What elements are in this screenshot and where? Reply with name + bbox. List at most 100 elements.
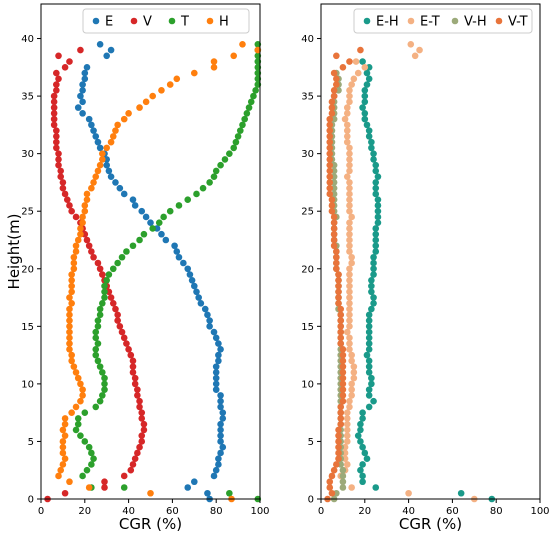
data-point — [72, 213, 80, 221]
data-point — [72, 403, 80, 411]
data-point — [339, 369, 347, 376]
data-point — [219, 415, 227, 422]
data-point — [131, 455, 139, 463]
data-point — [330, 69, 338, 77]
data-point — [215, 357, 222, 365]
data-point — [326, 121, 334, 129]
data-point — [363, 69, 371, 77]
data-point — [103, 52, 110, 60]
data-point — [343, 415, 351, 422]
data-point — [365, 133, 373, 140]
data-point — [77, 230, 84, 238]
data-point — [50, 121, 58, 129]
data-point — [333, 248, 340, 255]
y-tick-label: 0 — [28, 495, 34, 506]
data-point — [212, 380, 220, 388]
data-point — [88, 248, 95, 255]
data-point — [254, 58, 262, 65]
data-point — [346, 242, 353, 250]
data-point — [68, 207, 75, 215]
data-point — [343, 438, 351, 445]
data-point — [405, 489, 412, 497]
data-point — [339, 484, 347, 491]
x-axis-label: CGR (%) — [399, 515, 462, 533]
data-point — [239, 40, 246, 48]
data-point — [346, 317, 353, 324]
x-tick-label: 0 — [318, 506, 324, 517]
data-point — [114, 311, 121, 319]
data-point — [129, 357, 137, 365]
data-point — [85, 242, 93, 250]
x-tick-label: 20 — [358, 506, 371, 517]
data-point — [175, 253, 183, 261]
data-point — [254, 81, 262, 88]
series-v-t — [324, 46, 364, 503]
data-point — [131, 380, 139, 388]
data-point — [348, 259, 355, 267]
data-point — [79, 392, 86, 399]
data-point — [346, 167, 353, 175]
data-point — [120, 484, 128, 491]
data-point — [77, 432, 84, 439]
data-point — [374, 207, 382, 215]
x-tick-label: 20 — [78, 506, 91, 517]
data-point — [326, 133, 334, 140]
data-point — [206, 317, 213, 324]
data-point — [109, 300, 117, 307]
data-point — [66, 334, 73, 342]
data-point — [346, 323, 353, 330]
data-point — [343, 409, 351, 416]
data-point — [372, 179, 380, 186]
data-point — [79, 110, 86, 117]
data-point — [131, 202, 139, 209]
data-point — [343, 138, 351, 146]
data-point — [212, 167, 220, 175]
data-point — [330, 466, 338, 474]
data-point — [61, 190, 69, 198]
data-point — [348, 380, 355, 388]
data-point — [365, 392, 373, 399]
data-point — [346, 98, 353, 106]
data-point — [136, 104, 143, 111]
data-point — [61, 455, 69, 463]
data-point — [55, 150, 62, 157]
data-point — [158, 230, 165, 238]
data-point — [53, 138, 60, 146]
data-point — [103, 276, 110, 284]
data-point — [99, 150, 106, 157]
data-point — [365, 317, 373, 324]
data-point — [96, 161, 104, 169]
data-point — [337, 334, 345, 342]
legend-marker — [130, 17, 138, 25]
data-point — [68, 288, 75, 296]
data-point — [138, 207, 146, 215]
data-point — [326, 127, 334, 134]
data-point — [330, 219, 338, 227]
legend-marker — [363, 17, 371, 25]
data-point — [239, 121, 246, 129]
legend-label: E-T — [420, 15, 440, 30]
legend-box — [82, 8, 250, 34]
data-point — [359, 472, 366, 480]
data-point — [99, 392, 106, 399]
data-point — [206, 323, 213, 330]
data-point — [217, 420, 224, 428]
data-point — [59, 426, 67, 434]
data-point — [368, 276, 375, 284]
data-point — [160, 213, 167, 221]
data-point — [365, 127, 373, 134]
data-point — [116, 323, 124, 330]
x-tick-label: 40 — [402, 506, 415, 517]
legend-marker — [92, 17, 100, 25]
data-point — [112, 127, 119, 134]
legend-label: H — [219, 15, 229, 30]
data-point — [250, 92, 257, 100]
data-point — [92, 351, 100, 359]
data-point — [247, 98, 255, 106]
data-point — [326, 138, 334, 146]
data-point — [66, 311, 73, 319]
data-point — [326, 144, 334, 152]
data-point — [120, 190, 128, 198]
data-point — [363, 121, 371, 129]
data-point — [50, 92, 58, 100]
